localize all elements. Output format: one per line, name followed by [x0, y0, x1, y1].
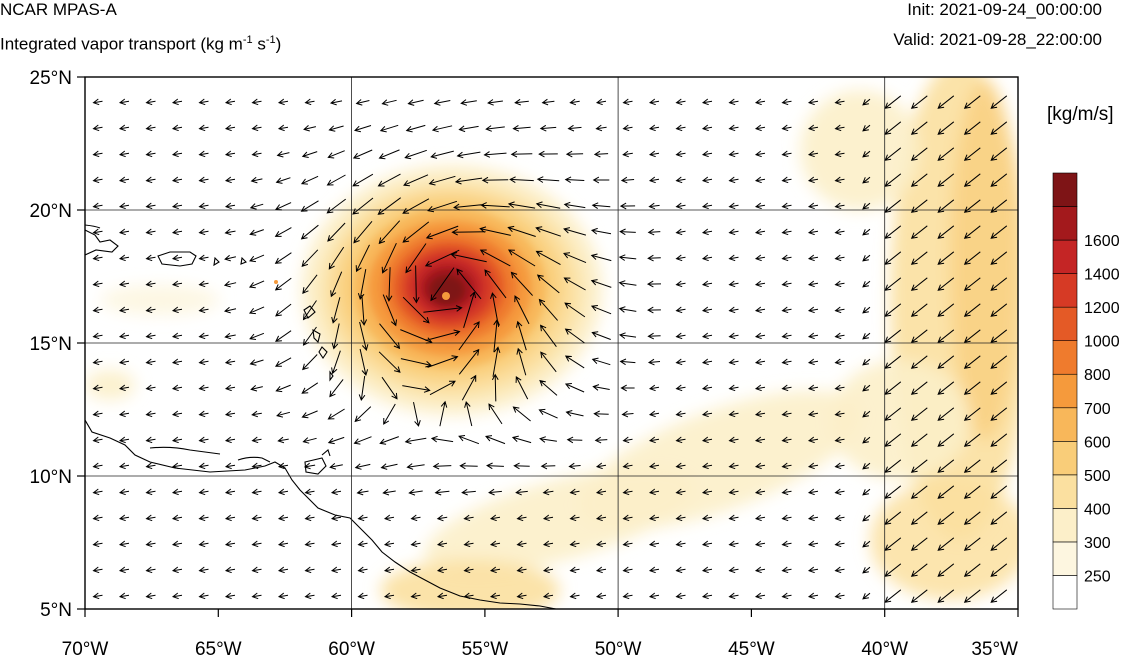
colorbar-box	[1052, 474, 1078, 509]
colorbar-label: 1000	[1084, 334, 1120, 351]
colorbar-label: 1600	[1084, 233, 1120, 250]
colorbar-box	[1052, 239, 1078, 274]
colorbar-label: 500	[1084, 468, 1111, 485]
colorbar-box	[1052, 206, 1078, 241]
ivt-vectors	[92, 95, 1008, 603]
small-ivt-spot	[274, 280, 278, 284]
vector-arrows	[92, 95, 1008, 603]
colorbar-label: 300	[1084, 535, 1111, 552]
map-plot-area	[85, 77, 1018, 609]
colorbar-box	[1052, 441, 1078, 476]
gridlines	[85, 77, 1018, 609]
valid-time: Valid: 2021-09-28_22:00:00	[893, 30, 1102, 49]
coastline-island-east	[157, 251, 197, 267]
lat-tick-label: 20°N	[30, 201, 72, 222]
coastline-south-america	[85, 419, 557, 609]
coastline-puerto-rico	[85, 229, 119, 256]
ivt-shading-plumes	[85, 77, 1018, 609]
colorbar-label: 700	[1084, 401, 1111, 418]
colorbar: 250 300 400 500 600 700 800 1000 1200 1400 1600	[1052, 172, 1120, 610]
coastline-trinidad	[304, 457, 327, 475]
lon-tick-label: 65°W	[195, 639, 242, 659]
coastline-islet	[240, 256, 247, 265]
storm-ivt-core	[274, 165, 602, 415]
coastline-st-lucia	[329, 370, 334, 382]
coastline-hispaniola	[85, 224, 101, 229]
coastline-martinique	[318, 346, 328, 359]
lat-tick-label: 10°N	[30, 467, 72, 488]
colorbar-box	[1052, 373, 1078, 409]
colorbar-label: 800	[1084, 367, 1111, 384]
lat-tick-label: 15°N	[30, 334, 72, 355]
lon-tick-label: 60°W	[328, 639, 375, 659]
colorbar-box	[1052, 172, 1078, 207]
init-time: Init: 2021-09-24_00:00:00	[907, 0, 1102, 19]
tick-marks	[77, 76, 1019, 617]
colorbar-box	[1052, 575, 1078, 610]
colorbar-label: 250	[1084, 568, 1111, 585]
colorbar-box	[1052, 508, 1078, 543]
colorbar-label: 600	[1084, 434, 1111, 451]
coastline-islet	[213, 256, 220, 267]
colorbar-label: 1400	[1084, 267, 1120, 284]
lon-tick-label: 55°W	[462, 639, 509, 659]
lon-tick-label: 50°W	[595, 639, 642, 659]
storm-eye	[442, 292, 450, 300]
colorbar-box	[1052, 273, 1078, 308]
colorbar-label: 400	[1084, 501, 1111, 518]
field-title: Integrated vapor transport (kg m-1 s-1)	[0, 34, 282, 54]
colorbar-box	[1052, 407, 1078, 442]
coastline-venezuela-north	[149, 446, 221, 455]
coastline-dominica	[312, 328, 321, 344]
coastline-tobago	[321, 449, 331, 457]
colorbar-label: 1200	[1084, 300, 1120, 317]
colorbar-box	[1052, 306, 1078, 341]
colorbar-box	[1052, 541, 1078, 576]
lat-tick-label: 5°N	[40, 600, 72, 621]
lon-tick-label: 40°W	[861, 639, 908, 659]
colorbar-units: [kg/m/s]	[1047, 104, 1114, 125]
model-title: NCAR MPAS-A	[0, 0, 117, 19]
lon-tick-label: 70°W	[62, 639, 109, 659]
lon-tick-label: 45°W	[728, 639, 775, 659]
colorbar-box	[1052, 340, 1078, 375]
coastline-paria	[237, 456, 271, 463]
lat-tick-label: 25°N	[30, 68, 72, 89]
lon-tick-label: 35°W	[971, 639, 1018, 659]
